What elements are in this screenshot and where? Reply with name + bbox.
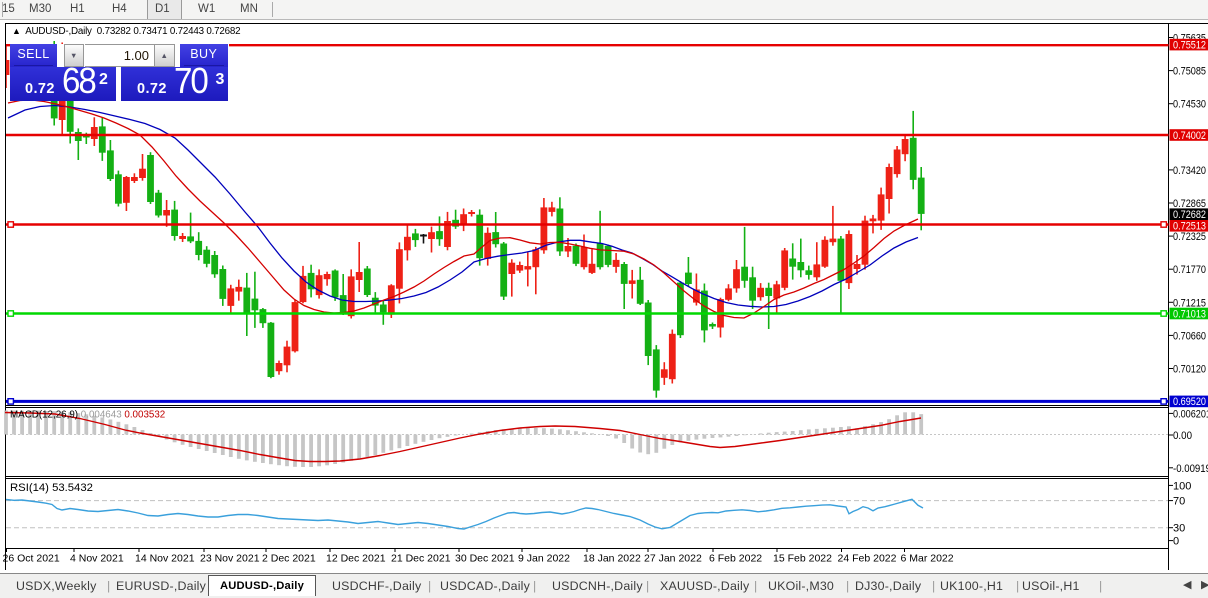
svg-text:100: 100: [1173, 480, 1191, 492]
svg-text:0.73420: 0.73420: [1173, 165, 1206, 177]
svg-text:0.006201: 0.006201: [1173, 408, 1208, 420]
svg-text:0.70660: 0.70660: [1173, 330, 1206, 342]
svg-text:0.70120: 0.70120: [1173, 364, 1206, 376]
svg-text:4 Nov 2021: 4 Nov 2021: [70, 553, 124, 565]
svg-text:6 Feb 2022: 6 Feb 2022: [709, 553, 762, 565]
svg-text:14 Nov 2021: 14 Nov 2021: [135, 553, 195, 565]
svg-text:0.72513: 0.72513: [1173, 221, 1206, 233]
svg-text:0.75512: 0.75512: [1173, 39, 1206, 51]
svg-text:23 Nov 2021: 23 Nov 2021: [200, 553, 260, 565]
svg-text:2 Dec 2021: 2 Dec 2021: [262, 553, 316, 565]
svg-text:MACD(12,26,9) 0.004643 0.00353: MACD(12,26,9) 0.004643 0.003532: [10, 410, 165, 421]
svg-text:15 Feb 2022: 15 Feb 2022: [773, 553, 832, 565]
svg-text:-0.00919: -0.00919: [1173, 463, 1208, 475]
svg-text:0.71770: 0.71770: [1173, 264, 1206, 276]
svg-text:26 Oct 2021: 26 Oct 2021: [3, 553, 60, 565]
svg-text:0.74530: 0.74530: [1173, 99, 1206, 111]
svg-text:0.00: 0.00: [1173, 430, 1192, 442]
svg-text:18 Jan 2022: 18 Jan 2022: [583, 553, 641, 565]
svg-text:21 Dec 2021: 21 Dec 2021: [391, 553, 451, 565]
svg-text:9 Jan 2022: 9 Jan 2022: [518, 553, 570, 565]
svg-text:70: 70: [1173, 496, 1185, 508]
svg-text:0.71215: 0.71215: [1173, 297, 1206, 309]
svg-text:0.72682: 0.72682: [1173, 209, 1206, 221]
svg-text:RSI(14) 53.5432: RSI(14) 53.5432: [10, 482, 93, 494]
svg-text:0: 0: [1173, 536, 1179, 548]
svg-text:0.75085: 0.75085: [1173, 66, 1206, 78]
svg-text:27 Jan 2022: 27 Jan 2022: [644, 553, 702, 565]
svg-text:6 Mar 2022: 6 Mar 2022: [901, 553, 954, 565]
svg-text:0.74002: 0.74002: [1173, 130, 1206, 142]
svg-text:0.72865: 0.72865: [1173, 198, 1206, 210]
svg-text:0.71013: 0.71013: [1173, 308, 1206, 320]
svg-text:12 Dec 2021: 12 Dec 2021: [326, 553, 386, 565]
svg-text:0.72325: 0.72325: [1173, 231, 1206, 243]
svg-text:24 Feb 2022: 24 Feb 2022: [838, 553, 897, 565]
svg-text:30 Dec 2021: 30 Dec 2021: [455, 553, 515, 565]
svg-text:30: 30: [1173, 523, 1185, 535]
svg-text:0.69520: 0.69520: [1173, 396, 1206, 408]
